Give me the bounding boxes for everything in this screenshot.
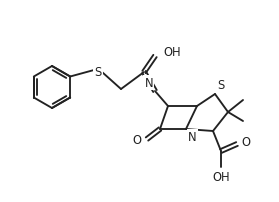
Text: O: O: [132, 133, 141, 146]
Text: O: O: [241, 136, 250, 149]
Text: S: S: [217, 79, 224, 92]
Text: N: N: [144, 77, 153, 89]
Text: N: N: [188, 130, 197, 143]
Text: OH: OH: [212, 170, 230, 183]
Text: S: S: [94, 65, 102, 78]
Text: OH: OH: [163, 45, 181, 58]
